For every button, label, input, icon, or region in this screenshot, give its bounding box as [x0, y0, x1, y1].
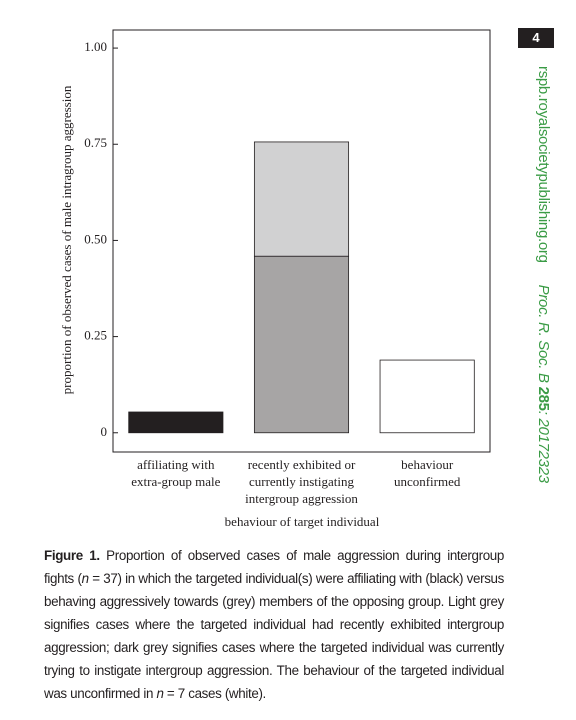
- x-tick-label: behaviour: [401, 457, 454, 472]
- plot-frame: [112, 29, 491, 453]
- x-tick-label: unconfirmed: [394, 474, 461, 489]
- y-tick-label: 0: [101, 424, 108, 439]
- bar-segment: [253, 255, 350, 434]
- bar-segment: [379, 359, 475, 434]
- y-tick-label: 0.75: [84, 135, 107, 150]
- chart: proportion of observed cases of male int…: [59, 29, 491, 529]
- x-tick-label: currently instigating: [249, 474, 355, 489]
- x-axis-label: behaviour of target individual: [225, 514, 380, 529]
- bar-segment: [253, 141, 350, 257]
- figure-caption: Figure 1. Proportion of observed cases o…: [44, 544, 504, 705]
- y-tick-label: 1.00: [84, 39, 107, 54]
- caption-text: = 37) in which the targeted individual(s…: [44, 571, 504, 701]
- caption-text: = 7 cases (white).: [163, 686, 266, 701]
- y-tick-label: 0.25: [84, 328, 107, 343]
- y-tick-label: 0.50: [84, 231, 107, 246]
- x-tick-label: recently exhibited or: [248, 457, 356, 472]
- x-tick-label: affiliating with: [137, 457, 215, 472]
- bar-segment: [128, 411, 224, 434]
- x-tick-label: extra-group male: [131, 474, 220, 489]
- caption-label: Figure 1.: [44, 548, 100, 563]
- y-axis-label: proportion of observed cases of male int…: [59, 85, 74, 394]
- caption-text: Proportion of observed cases of male agg…: [44, 548, 505, 586]
- x-tick-label: intergroup aggression: [245, 491, 358, 506]
- caption-text: n: [81, 571, 89, 586]
- page-number: 4: [518, 28, 554, 48]
- caption-text: n: [156, 686, 164, 701]
